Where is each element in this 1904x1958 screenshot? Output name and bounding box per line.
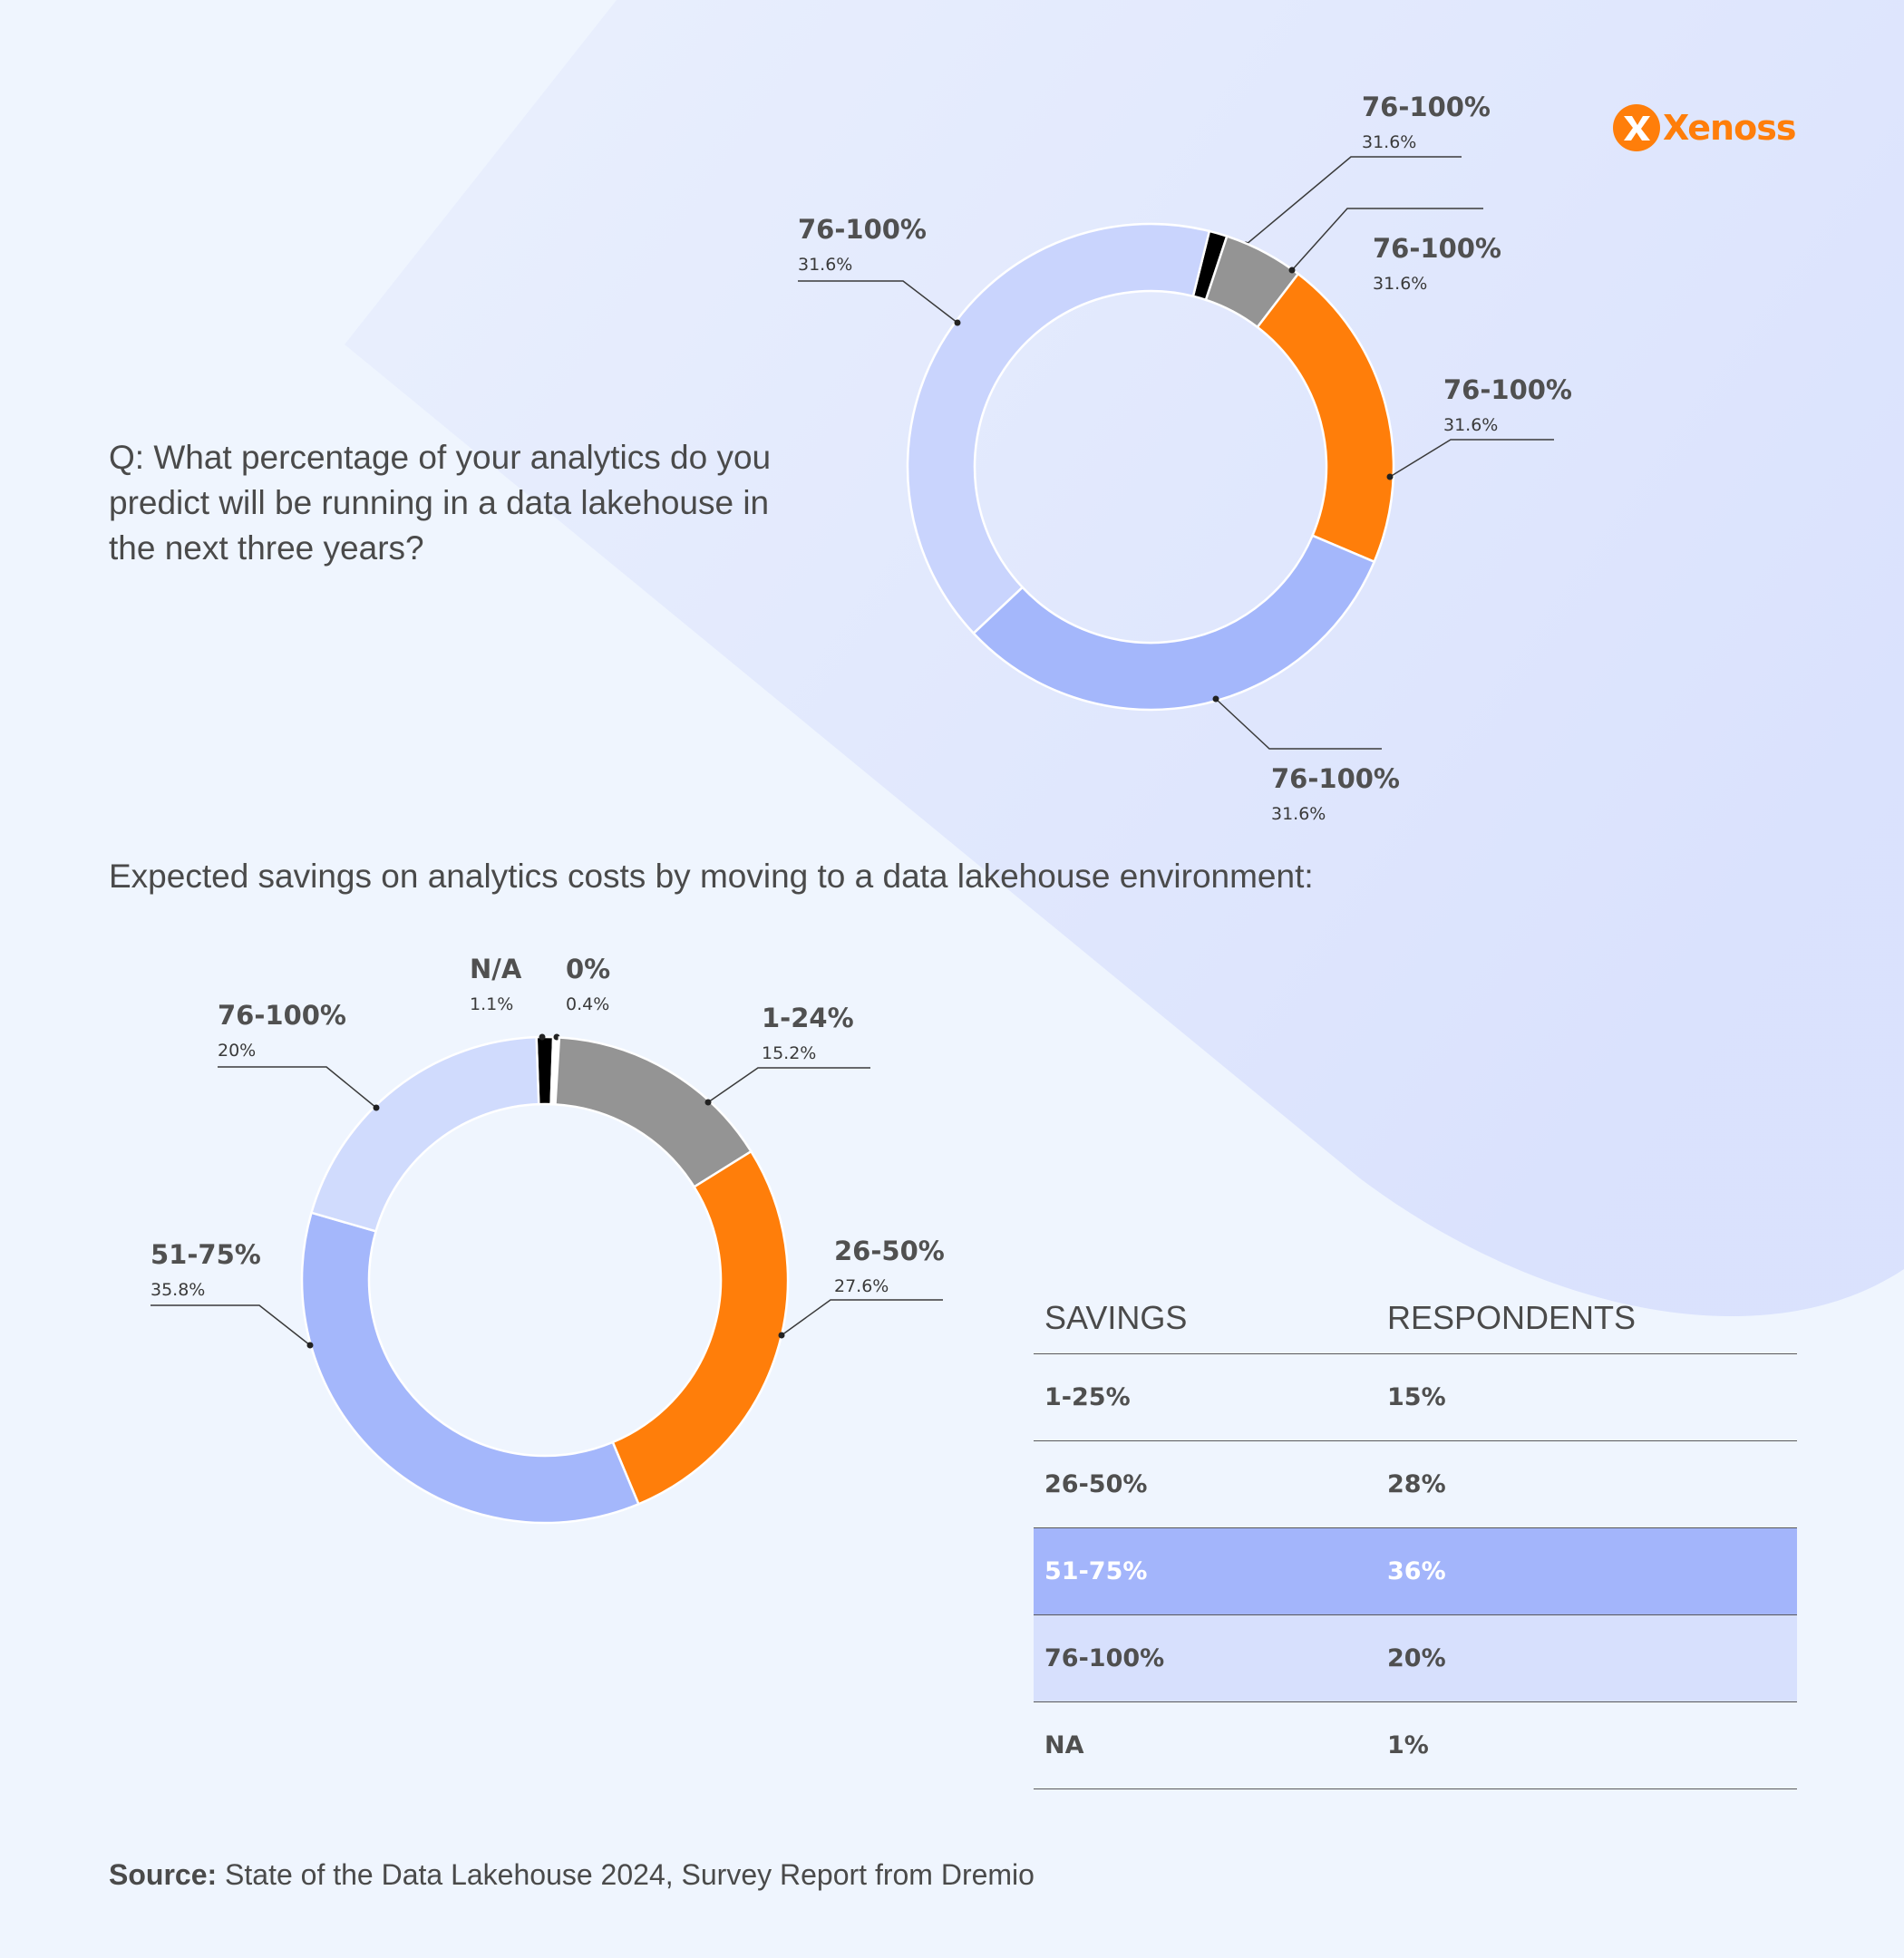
slice-label: 76-100% xyxy=(218,1000,346,1031)
leader-line xyxy=(707,1067,870,1103)
cell-respondents: 1% xyxy=(1387,1731,1429,1759)
donut-slice xyxy=(1256,272,1395,564)
donut-slice xyxy=(554,1036,753,1189)
cell-savings: 51-75% xyxy=(1044,1557,1148,1585)
leader-line xyxy=(1215,698,1382,750)
cell-respondents: 28% xyxy=(1387,1470,1446,1498)
leader-dot xyxy=(1212,695,1219,703)
slice-label: 1-24% xyxy=(762,1003,854,1033)
savings-donut-chart: N/A 1.1% 0% 0.4% 1-24% 15.2% 26-50% 27.6% 51-75%… xyxy=(151,954,945,1525)
table-row-highlighted-light: 76-100% 20% xyxy=(1034,1615,1797,1702)
savings-table: SAVINGS RESPONDENTS 1-25% 15% 26-50% 28%… xyxy=(1034,1287,1797,1789)
leader-dot xyxy=(954,319,961,326)
slice-value-label: 31.6% xyxy=(1271,804,1326,824)
logo-text: Xenoss xyxy=(1663,108,1796,148)
savings-subtitle: Expected savings on analytics costs by m… xyxy=(109,858,1314,895)
xenoss-logo: Xenoss xyxy=(1612,98,1796,158)
question-text: Q: What percentage of your analytics do … xyxy=(109,439,772,567)
slice-value-label: 1.1% xyxy=(470,994,513,1014)
table-row: NA 1% xyxy=(1034,1702,1797,1789)
cell-savings: NA xyxy=(1044,1731,1084,1759)
leader-dot xyxy=(373,1104,380,1111)
slice-label: 0% xyxy=(566,954,610,984)
leader-line xyxy=(1389,439,1554,478)
header-savings: SAVINGS xyxy=(1044,1299,1188,1336)
slice-value-label: 31.6% xyxy=(1373,274,1427,294)
slice-value-label: 0.4% xyxy=(566,994,609,1014)
donut-slice xyxy=(906,222,1211,635)
leader-line xyxy=(1245,156,1462,246)
donut-slice xyxy=(971,534,1376,712)
slice-value-label: 20% xyxy=(218,1041,256,1061)
table-row: 1-25% 15% xyxy=(1034,1354,1797,1441)
donut-slice xyxy=(300,1211,640,1525)
slice-value-label: 15.2% xyxy=(762,1043,816,1063)
leader-line xyxy=(218,1066,377,1109)
donut-slice xyxy=(611,1149,790,1506)
cell-respondents: 20% xyxy=(1387,1644,1446,1672)
slice-label: 76-100% xyxy=(1362,92,1491,122)
table-header-row: SAVINGS RESPONDENTS xyxy=(1034,1287,1797,1354)
slice-label: 76-100% xyxy=(1271,763,1400,794)
cell-savings: 26-50% xyxy=(1044,1470,1148,1498)
slice-label: 76-100% xyxy=(798,214,927,245)
slice-value-label: 31.6% xyxy=(1362,132,1416,152)
table-row-highlighted: 51-75% 36% xyxy=(1034,1528,1797,1615)
source-note: Source: State of the Data Lakehouse 2024… xyxy=(109,1858,1035,1892)
source-text: State of the Data Lakehouse 2024, Survey… xyxy=(217,1858,1035,1891)
slice-value-label: 31.6% xyxy=(1443,415,1498,435)
leader-line xyxy=(151,1304,311,1346)
slice-value-label: 35.8% xyxy=(151,1280,205,1300)
cell-respondents: 15% xyxy=(1387,1383,1446,1411)
analytics-share-donut-chart: 76-100% 31.6% 76-100% 31.6% 76-100% 31.6% 76-1… xyxy=(798,92,1572,824)
leader-dot xyxy=(1288,267,1296,274)
leader-dot xyxy=(306,1342,314,1349)
donut-slice xyxy=(309,1035,540,1233)
slice-label: 76-100% xyxy=(1373,233,1501,264)
leader-line xyxy=(781,1299,943,1336)
xenoss-logo-icon xyxy=(1613,104,1660,151)
leader-line xyxy=(1291,208,1483,271)
slice-value-label: 31.6% xyxy=(798,255,852,275)
slice-value-label: 27.6% xyxy=(834,1276,889,1296)
table-row: 26-50% 28% xyxy=(1034,1441,1797,1528)
cell-savings: 1-25% xyxy=(1044,1383,1131,1411)
leader-dot xyxy=(1386,473,1394,480)
slice-label: 26-50% xyxy=(834,1236,945,1266)
cell-savings: 76-100% xyxy=(1044,1644,1165,1672)
leader-dot xyxy=(704,1099,712,1106)
slice-label: 76-100% xyxy=(1443,374,1572,405)
leader-dot xyxy=(539,1033,546,1041)
header-respondents: RESPONDENTS xyxy=(1387,1299,1637,1336)
slice-label: 51-75% xyxy=(151,1239,261,1270)
slice-label: N/A xyxy=(470,954,522,984)
leader-line xyxy=(798,280,958,324)
cell-respondents: 36% xyxy=(1387,1557,1446,1585)
source-label: Source: xyxy=(109,1858,218,1891)
leader-dot xyxy=(778,1332,785,1339)
